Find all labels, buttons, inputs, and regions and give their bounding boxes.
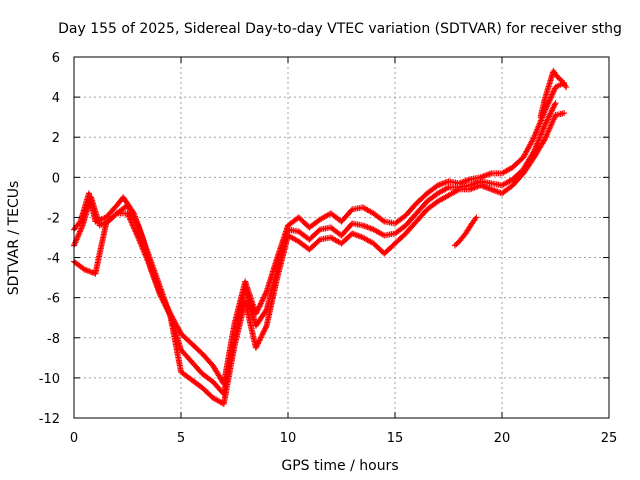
y-axis-label: SDTVAR / TECUs	[6, 181, 22, 296]
y-tick-label: 2	[52, 131, 60, 146]
y-axis-ticks: -12 -10 -8 -6 -4 -2 0 2 4 6	[39, 51, 609, 427]
y-tick-label: -6	[47, 292, 60, 307]
x-axis-label: GPS time / hours	[281, 458, 398, 474]
x-tick-label: 15	[387, 431, 404, 446]
y-tick-label: -2	[47, 211, 60, 226]
y-tick-label: -8	[47, 332, 60, 347]
y-tick-label: -10	[39, 372, 60, 387]
x-tick-label: 25	[601, 431, 618, 446]
data-point	[561, 110, 568, 117]
plot-frame	[73, 56, 610, 419]
y-tick-label: 0	[52, 171, 60, 186]
data-series	[71, 68, 570, 407]
y-tick-label: 4	[52, 91, 60, 106]
data-point	[379, 217, 386, 224]
y-tick-label: -12	[39, 412, 60, 427]
series-track-e	[537, 68, 570, 121]
data-point	[552, 100, 559, 107]
x-tick-label: 5	[177, 431, 185, 446]
chart-title: Day 155 of 2025, Sidereal Day-to-day VTE…	[58, 21, 622, 37]
x-tick-label: 20	[494, 431, 511, 446]
x-tick-label: 0	[70, 431, 78, 446]
x-tick-label: 10	[280, 431, 297, 446]
x-axis-ticks: 0 5 10 15 20 25	[70, 57, 617, 446]
data-point	[112, 211, 119, 218]
data-point	[473, 214, 480, 221]
data-point	[563, 84, 570, 91]
series-track-d	[451, 214, 480, 249]
y-tick-label: 6	[52, 51, 60, 66]
series-track-c	[71, 110, 568, 407]
y-tick-label: -4	[47, 252, 60, 267]
